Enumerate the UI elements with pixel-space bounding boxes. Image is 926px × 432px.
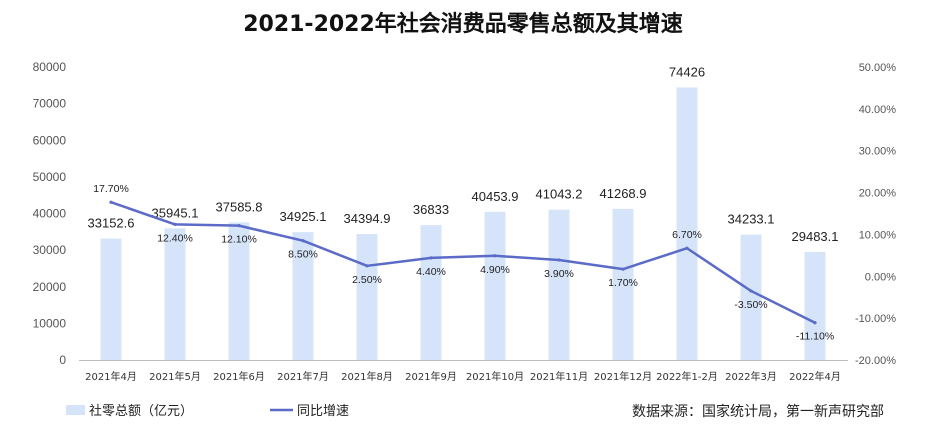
x-tick-label: 2021年11月 (530, 370, 588, 383)
y-right-tick-label: 0.00% (865, 271, 896, 283)
line-point (365, 264, 369, 268)
bar-value-label: 35945.1 (152, 205, 199, 220)
y-left-tick-label: 80000 (33, 60, 67, 74)
x-tick-label: 2021年4月 (85, 370, 137, 383)
bar-value-label: 37585.8 (216, 199, 263, 214)
line-point (749, 289, 753, 293)
y-left-tick-label: 30000 (33, 243, 67, 257)
bar-value-label: 41268.9 (600, 186, 647, 201)
line-point (621, 267, 625, 271)
x-tick-label: 2021年5月 (149, 370, 201, 383)
x-tick-label: 2021年10月 (466, 370, 524, 383)
y-left-tick-label: 40000 (33, 207, 67, 221)
line-point (557, 258, 561, 262)
y-left-tick-label: 20000 (33, 280, 67, 294)
bar (420, 225, 442, 360)
line-value-label: 6.70% (672, 229, 702, 241)
bar-value-label: 41043.2 (536, 187, 583, 202)
bar-value-label: 40453.9 (472, 189, 519, 204)
y-right-tick-label: 10.00% (859, 229, 897, 241)
x-tick-label: 2022年1-2月 (656, 370, 718, 383)
y-axis-right: -20.00% -10.00% 0.00% 10.00% 20.00% 30.00% 40.… (855, 62, 896, 367)
chart-title: 2021-2022年社会消费品零售总额及其增速 (243, 11, 683, 37)
line-point (109, 200, 113, 204)
x-tick-label: 2021年9月 (405, 370, 457, 383)
y-axis-left: 0 10000 20000 30000 40000 50000 60000 70000 8000… (33, 60, 67, 367)
line-value-label: 12.10% (221, 234, 257, 246)
bar (484, 211, 506, 360)
bar-value-label: 74426 (669, 64, 705, 79)
legend: 社零总额（亿元） 同比增速 (66, 403, 349, 419)
line-value-label: 8.50% (288, 249, 318, 261)
line-series (109, 200, 817, 325)
y-left-tick-label: 70000 (33, 97, 67, 111)
bar-value-label: 34394.9 (344, 211, 391, 226)
growth-line (109, 200, 817, 324)
bar (612, 208, 634, 360)
y-left-tick-label: 10000 (33, 316, 67, 330)
source-note: 数据来源：国家统计局，第一新声研究部 (632, 403, 884, 420)
bar-value-label: 33152.6 (88, 216, 135, 231)
line-point (493, 254, 497, 258)
bar (100, 238, 122, 360)
x-tick-label: 2021年6月 (213, 370, 265, 383)
bar (292, 232, 314, 360)
line-point (173, 222, 177, 226)
y-left-tick-label: 50000 (33, 170, 67, 184)
bar (228, 222, 250, 360)
bar (548, 209, 570, 360)
bar (804, 252, 826, 360)
bar (356, 234, 378, 360)
x-tick-label: 2021年8月 (341, 370, 393, 383)
line-value-label: 1.70% (608, 277, 638, 289)
legend-bar-label: 社零总额（亿元） (89, 403, 193, 419)
legend-line-label: 同比增速 (297, 404, 349, 419)
line-point (685, 246, 689, 250)
bar (740, 234, 762, 360)
x-axis: 2021年4月 2021年5月 2021年6月 2021年7月 2021年8月 2021年… (85, 370, 841, 383)
y-right-tick-label: 40.00% (859, 104, 897, 116)
x-tick-label: 2021年7月 (277, 370, 329, 383)
bar-series (100, 87, 826, 361)
y-left-tick-label: 0 (59, 353, 66, 367)
x-tick-label: 2021年12月 (594, 370, 652, 383)
legend-bar-swatch (66, 405, 85, 415)
line-point (429, 256, 433, 260)
line-value-label: 17.70% (93, 183, 129, 195)
y-left-tick-label: 60000 (33, 133, 67, 147)
x-tick-label: 2022年3月 (725, 370, 777, 383)
line-value-label: 12.40% (157, 232, 193, 244)
line-value-label: 3.90% (544, 268, 574, 280)
bar-value-label: 34233.1 (728, 212, 775, 227)
bar (676, 87, 698, 361)
y-right-tick-label: 50.00% (859, 62, 897, 74)
y-right-tick-label: -10.00% (855, 313, 896, 325)
bar-value-label: 36833 (413, 202, 449, 217)
bar (164, 228, 186, 360)
line-value-label: 4.90% (480, 264, 510, 276)
line-value-label: -11.10% (796, 331, 834, 343)
bar-value-label: 34925.1 (280, 209, 327, 224)
bar-data-labels: 33152.6 35945.1 37585.8 34925.1 34394.9 36833… (88, 64, 839, 244)
line-point (301, 239, 305, 243)
line-data-labels: 17.70% 12.40% 12.10% 8.50% 2.50% 4.40% 4.90% 3.… (93, 183, 834, 343)
line-value-label: 4.40% (416, 266, 446, 278)
y-right-tick-label: -20.00% (855, 355, 896, 367)
line-value-label: -3.50% (734, 299, 767, 311)
y-right-tick-label: 20.00% (859, 188, 897, 200)
y-right-tick-label: 30.00% (859, 146, 897, 158)
line-point (237, 224, 241, 228)
bar-value-label: 29483.1 (792, 229, 839, 244)
x-tick-label: 2022年4月 (789, 370, 841, 383)
line-value-label: 2.50% (352, 274, 382, 286)
line-point (813, 321, 817, 325)
